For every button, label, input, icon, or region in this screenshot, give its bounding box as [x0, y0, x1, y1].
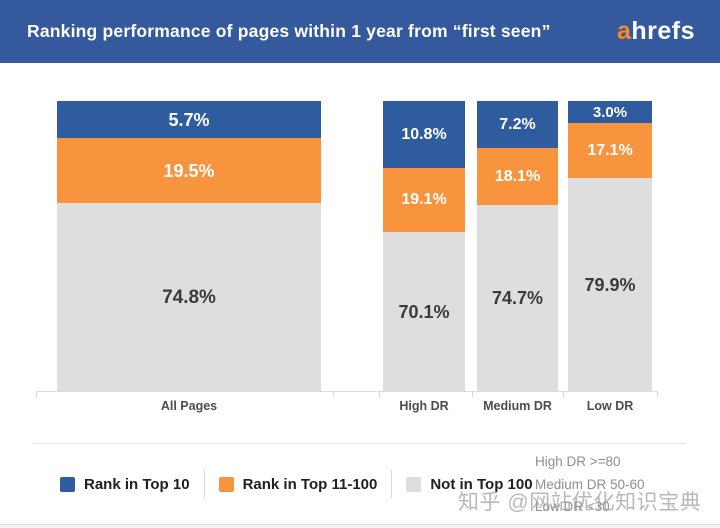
- bar-value-label: 10.8%: [401, 125, 447, 143]
- bar-high-dr: 10.8% 19.1% 70.1%: [383, 101, 465, 391]
- ahrefs-logo: ahrefs: [617, 17, 695, 46]
- x-axis-label-high-dr: High DR: [399, 399, 449, 413]
- axis-tick: [333, 391, 334, 397]
- axis-tick: [36, 391, 37, 397]
- x-axis-label-medium-dr: Medium DR: [483, 399, 552, 413]
- bottom-border: [0, 524, 720, 528]
- bar-segment-medium-dr-rank-in-top-11-100: 18.1%: [477, 148, 558, 205]
- bar-value-label: 7.2%: [499, 115, 536, 133]
- bar-segment-all-pages-rank-in-top-10: 5.7%: [57, 101, 321, 138]
- dr-definition-medium: Medium DR 50-60: [535, 476, 645, 492]
- legend: Rank in Top 10 Rank in Top 11-100 Not in…: [60, 470, 533, 498]
- x-axis-label-low-dr: Low DR: [586, 399, 634, 413]
- bar-segment-high-dr-not-in-top-100: 70.1%: [383, 232, 465, 391]
- bar-value-label: 74.8%: [162, 286, 216, 308]
- bar-low-dr: 3.0% 17.1% 79.9%: [568, 101, 652, 391]
- axis-tick: [379, 391, 380, 397]
- legend-label-top10: Rank in Top 10: [84, 475, 190, 493]
- bar-segment-medium-dr-rank-in-top-10: 7.2%: [477, 101, 558, 148]
- chart-title: Ranking performance of pages within 1 ye…: [27, 21, 551, 41]
- bar-value-label: 18.1%: [494, 167, 541, 185]
- bar-segment-high-dr-rank-in-top-10: 10.8%: [383, 101, 465, 168]
- bar-segment-all-pages-not-in-top-100: 74.8%: [57, 203, 321, 391]
- bar-segment-low-dr-not-in-top-100: 79.9%: [568, 178, 652, 391]
- legend-swatch-top10: [60, 476, 75, 492]
- bar-segment-high-dr-rank-in-top-11-100: 19.1%: [383, 168, 465, 232]
- ahrefs-logo-a: a: [616, 17, 632, 45]
- dr-definition-low: Low DR <30: [535, 499, 610, 514]
- bar-value-label: 19.5%: [163, 160, 215, 181]
- bar-all-pages: 5.7% 19.5% 74.8%: [57, 101, 321, 391]
- legend-separator: [203, 470, 205, 498]
- header-bar: Ranking performance of pages within 1 ye…: [0, 0, 720, 63]
- legend-divider-line: [33, 443, 686, 444]
- bar-value-label: 74.7%: [491, 288, 544, 308]
- bar-segment-low-dr-rank-in-top-11-100: 17.1%: [568, 123, 652, 178]
- zhihu-watermark: 知乎 @网站优化知识宝典: [458, 491, 702, 514]
- bar-value-label: 5.7%: [168, 109, 210, 130]
- bar-value-label: 70.1%: [398, 301, 450, 322]
- bar-medium-dr: 7.2% 18.1% 74.7%: [477, 101, 558, 391]
- dr-definitions: High DR >=80 Medium DR 50-60 Low DR <30: [535, 451, 645, 519]
- x-axis-line: [36, 391, 658, 392]
- legend-swatch-not-top100: [406, 476, 422, 492]
- bar-value-label: 3.0%: [592, 103, 628, 121]
- bar-segment-low-dr-rank-in-top-10: 3.0%: [568, 101, 652, 123]
- legend-label-top11-100: Rank in Top 11-100: [242, 475, 378, 493]
- x-axis-label-all-pages: All Pages: [160, 399, 218, 413]
- dr-definition-high: High DR >=80: [535, 454, 621, 469]
- bar-segment-all-pages-rank-in-top-11-100: 19.5%: [57, 138, 321, 203]
- ahrefs-logo-rest: hrefs: [631, 17, 695, 45]
- bar-value-label: 19.1%: [401, 191, 447, 208]
- legend-label-not-top100: Not in Top 100: [430, 475, 533, 493]
- bar-segment-medium-dr-not-in-top-100: 74.7%: [477, 205, 558, 391]
- legend-swatch-top11-100: [218, 476, 234, 492]
- legend-separator: [391, 470, 393, 498]
- axis-tick: [563, 391, 564, 397]
- bar-value-label: 79.9%: [584, 274, 636, 295]
- bar-value-label: 17.1%: [587, 141, 633, 159]
- axis-tick: [657, 391, 658, 397]
- axis-tick: [472, 391, 473, 397]
